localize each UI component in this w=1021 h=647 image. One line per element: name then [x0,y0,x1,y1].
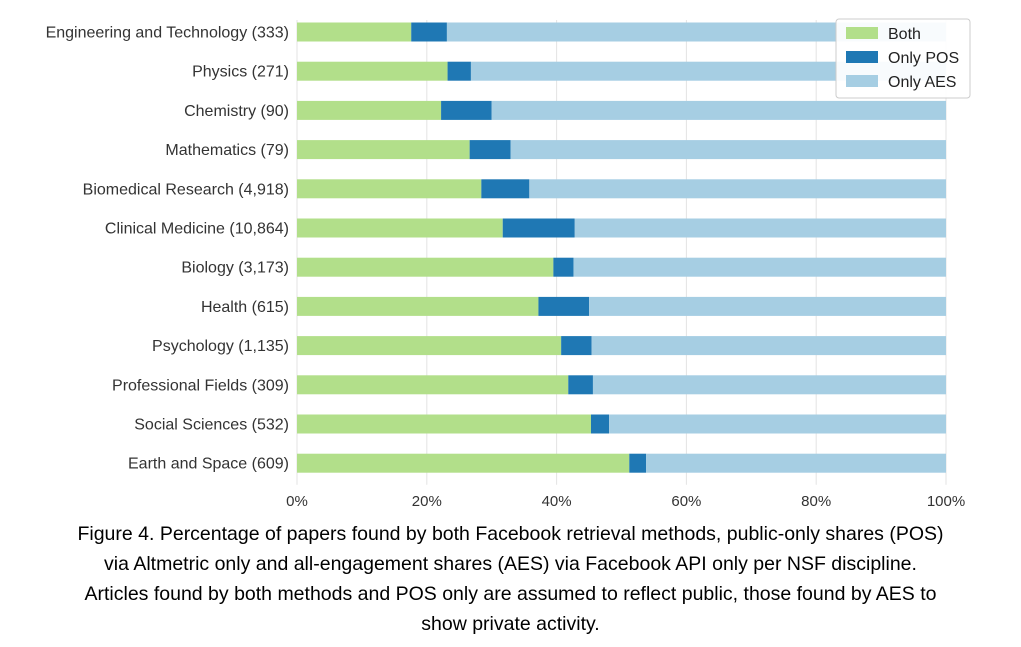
stacked-bar-chart: Engineering and Technology (333) Physics … [46,18,971,510]
bar-segment-both [297,296,539,316]
bar-segment-both [297,61,448,81]
category-label: Mathematics (79) [165,142,289,159]
figure-caption: Figure 4. Percentage of papers found by … [0,519,1021,639]
caption-line-1: Figure 4. Percentage of papers found by … [77,523,944,545]
bar-segment-only-pos [590,414,610,434]
x-tick-label: 40% [542,493,572,510]
x-tick-label: 80% [801,493,831,510]
caption-line-3: Articles found by both methods and POS o… [84,583,937,605]
category-label: Health (615) [201,299,289,316]
caption-line-4: show private activity. [421,613,600,635]
bar-segment-both [297,218,503,238]
bar-segment-only-pos [447,61,471,81]
legend: Both Only POS Only AES [835,18,971,99]
bar-segment-only-aes [446,22,946,42]
category-labels: Engineering and Technology (333) Physics … [46,25,289,473]
bar-segment-both [297,179,482,199]
bar-segment-only-aes [529,179,946,199]
x-tick-labels: 0% 20% 40% 60% 80% 100% [286,493,965,510]
x-tick-label: 100% [927,493,965,510]
bar-segment-only-aes [574,218,946,238]
bar-segment-only-aes [609,414,946,434]
bar-segment-only-pos [441,100,492,120]
legend-label: Only AES [888,74,956,91]
category-label: Psychology (1,135) [152,338,289,355]
bars [297,22,946,473]
bar-segment-only-aes [491,100,946,120]
legend-swatch-only-aes [846,75,878,87]
legend-swatch-only-pos [846,51,878,63]
bar-segment-both [297,375,569,395]
category-label: Clinical Medicine (10,864) [105,221,289,238]
category-label: Biomedical Research (4,918) [83,181,289,198]
x-tick-label: 20% [412,493,442,510]
category-label: Earth and Space (609) [128,456,289,473]
bar-segment-only-aes [592,375,946,395]
bar-segment-only-aes [589,296,946,316]
category-label: Engineering and Technology (333) [46,25,289,42]
bar-segment-only-aes [591,336,946,356]
legend-label: Both [888,26,921,43]
bar-segment-only-pos [629,453,647,473]
bar-segment-both [297,100,442,120]
category-label: Biology (3,173) [181,260,289,277]
bar-segment-only-pos [502,218,575,238]
bar-segment-both [297,414,591,434]
bar-segment-only-pos [561,336,592,356]
bar-segment-both [297,453,630,473]
bar-segment-only-aes [470,61,946,81]
bar-segment-both [297,22,412,42]
bar-segment-only-pos [481,179,530,199]
bar-segment-only-aes [573,257,946,277]
legend-swatch-both [846,27,878,39]
bar-segment-only-pos [538,296,590,316]
legend-label: Only POS [888,50,959,67]
x-tick-label: 0% [286,493,308,510]
category-label: Physics (271) [192,64,289,81]
bar-segment-both [297,257,554,277]
bar-segment-only-aes [510,140,946,160]
bar-segment-both [297,336,562,356]
caption-line-2: via Altmetric only and all-engagement sh… [104,553,917,575]
bar-segment-only-pos [553,257,574,277]
bar-segment-only-pos [411,22,447,42]
bar-segment-only-aes [646,453,946,473]
bar-segment-both [297,140,470,160]
category-label: Chemistry (90) [184,103,289,120]
category-label: Social Sciences (532) [134,417,289,434]
bar-segment-only-pos [568,375,593,395]
bar-segment-only-pos [469,140,511,160]
category-label: Professional Fields (309) [112,377,289,394]
x-tick-label: 60% [671,493,701,510]
